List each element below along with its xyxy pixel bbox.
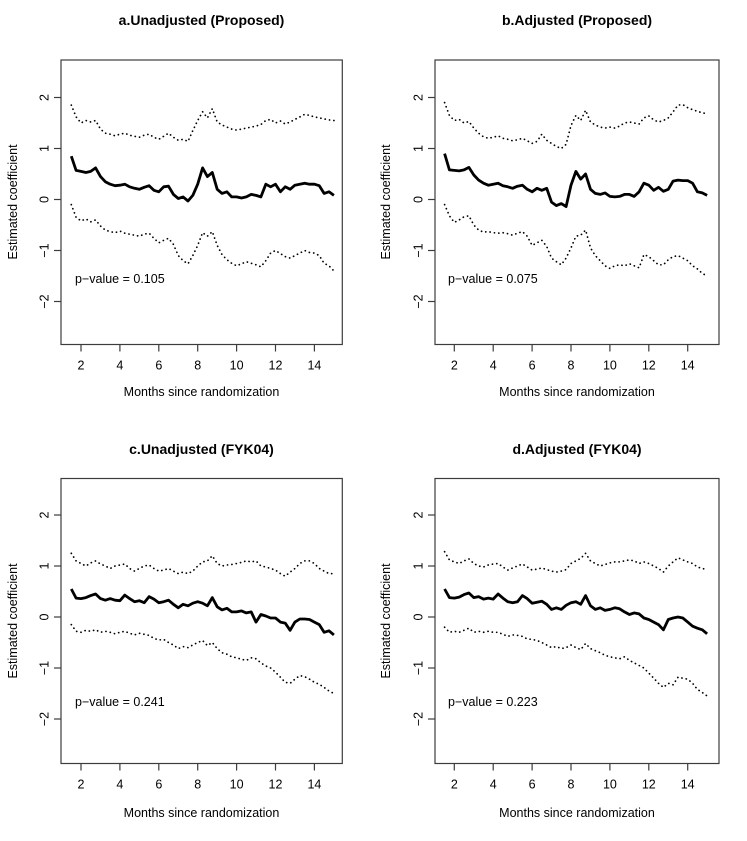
panel-d-lower_ci-line [443, 626, 708, 697]
x-tick-label: 12 [269, 778, 283, 792]
panel-d-yaxis-label: Estimated coefficient [379, 563, 394, 679]
x-tick-label: 4 [490, 778, 497, 792]
x-tick-label: 2 [78, 778, 85, 792]
y-tick-label: −2 [37, 294, 51, 308]
x-tick-label: 2 [451, 359, 458, 373]
panel-a-yaxis-label: Estimated coefficient [6, 144, 21, 260]
x-tick-label: 10 [230, 778, 244, 792]
x-tick-label: 14 [681, 778, 695, 792]
y-tick-label: 1 [411, 145, 425, 152]
panel-a-frame [60, 59, 343, 346]
panel-d-pvalue-annotation: p−value = 0.223 [448, 695, 538, 709]
y-tick-label: 2 [37, 511, 51, 518]
x-tick-label: 12 [642, 778, 656, 792]
panel-a-upper_ci-line [70, 104, 335, 143]
x-tick-label: 8 [568, 778, 575, 792]
panel-b-lower_ci-line [443, 203, 708, 277]
y-tick-label: −2 [411, 294, 425, 308]
y-tick-label: −1 [411, 661, 425, 675]
y-tick-label: 1 [411, 562, 425, 569]
panel-b-yaxis-label: Estimated coefficient [379, 144, 394, 260]
panel-c-title: c.Unadjusted (FYK04) [129, 441, 274, 457]
x-tick-label: 12 [269, 359, 283, 373]
panel-b-frame [434, 59, 720, 346]
x-tick-label: 8 [568, 359, 575, 373]
panel-d-upper_ci-line [443, 550, 708, 573]
y-tick-label: 1 [37, 145, 51, 152]
panel-b-pvalue-annotation: p−value = 0.075 [448, 272, 538, 286]
panel-c-xaxis-label: Months since randomization [123, 806, 280, 820]
y-tick-label: −2 [37, 712, 51, 726]
panel-d-frame [434, 477, 720, 765]
panel-d-xaxis-label: Months since randomization [499, 806, 655, 820]
panel-b-estimate-line [443, 153, 708, 209]
y-tick-label: 2 [37, 94, 51, 101]
panel-c-frame [60, 477, 343, 765]
x-tick-label: 4 [116, 359, 123, 373]
x-tick-label: 6 [155, 778, 162, 792]
panel-a-title: a.Unadjusted (Proposed) [118, 12, 285, 28]
x-tick-label: 4 [116, 778, 123, 792]
x-tick-label: 6 [529, 778, 536, 792]
panel-c-estimate-line [70, 588, 335, 636]
y-tick-label: 2 [411, 511, 425, 518]
x-tick-label: 8 [194, 359, 201, 373]
panel-c-pvalue-annotation: p−value = 0.241 [75, 695, 165, 709]
x-tick-label: 6 [155, 359, 162, 373]
panel-a-estimate-line [69, 155, 335, 203]
panel-d-title: d.Adjusted (FYK04) [512, 441, 642, 457]
x-tick-label: 14 [681, 359, 695, 373]
y-tick-label: −1 [37, 661, 51, 675]
panel-c-yaxis-label: Estimated coefficient [6, 563, 21, 679]
x-tick-label: 4 [490, 359, 497, 373]
x-tick-label: 14 [307, 359, 321, 373]
y-tick-label: 2 [411, 94, 425, 101]
panel-b-xaxis-label: Months since randomization [499, 385, 655, 399]
y-tick-label: −2 [411, 712, 425, 726]
y-tick-label: −1 [411, 243, 425, 257]
panel-c-lower_ci-line [70, 623, 335, 695]
y-tick-label: −1 [37, 243, 51, 257]
panel-b-upper_ci-line [443, 101, 708, 150]
panel-b-title: b.Adjusted (Proposed) [501, 12, 653, 28]
x-tick-label: 10 [230, 359, 244, 373]
y-tick-label: 0 [411, 196, 425, 203]
x-tick-label: 10 [603, 778, 617, 792]
x-tick-label: 10 [603, 359, 617, 373]
x-tick-label: 12 [642, 359, 656, 373]
y-tick-label: 0 [37, 196, 51, 203]
panel-a-pvalue-annotation: p−value = 0.105 [75, 272, 165, 286]
panel-d-estimate-line [443, 588, 708, 635]
x-tick-label: 14 [307, 778, 321, 792]
x-tick-label: 8 [194, 778, 201, 792]
y-tick-label: 0 [411, 613, 425, 620]
y-tick-label: 0 [37, 613, 51, 620]
x-tick-label: 2 [451, 778, 458, 792]
panel-a-xaxis-label: Months since randomization [123, 385, 280, 399]
panel-c-upper_ci-line [70, 552, 335, 578]
panel-a-lower_ci-line [70, 203, 335, 272]
x-tick-label: 6 [529, 359, 536, 373]
y-tick-label: 1 [37, 562, 51, 569]
x-tick-label: 2 [78, 359, 85, 373]
